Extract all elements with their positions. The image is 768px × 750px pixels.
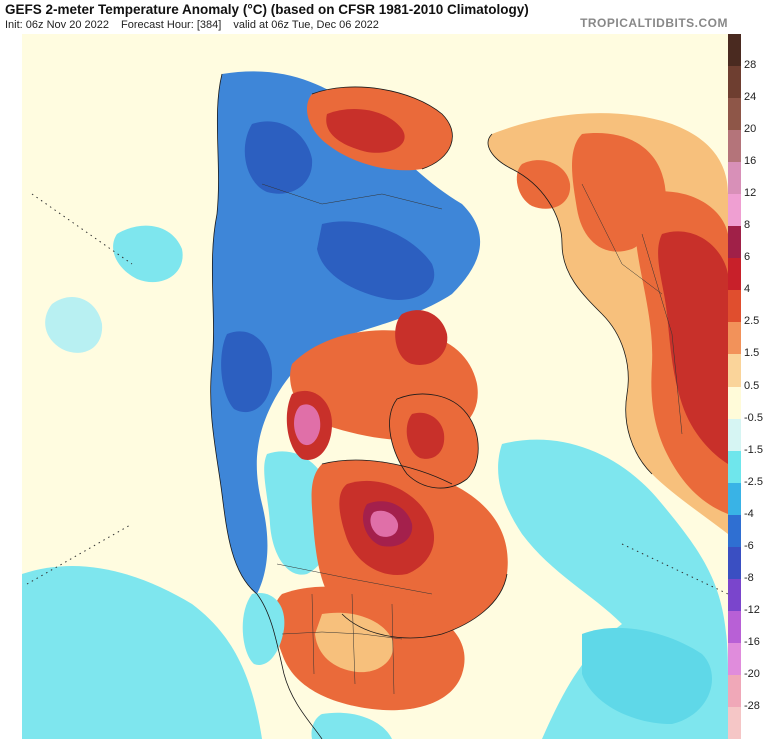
legend-tick-label: -16: [744, 635, 760, 648]
legend-tick-label: 12: [744, 187, 757, 200]
legend-tick-label: -20: [744, 667, 760, 680]
legend-swatch: [728, 258, 741, 291]
central-asia-cold-core: [317, 221, 435, 300]
legend-swatch: [728, 514, 741, 548]
legend-tick-label: 1.5: [744, 347, 760, 360]
valid-time: valid at 06z Tue, Dec 06 2022: [233, 19, 379, 31]
anomaly-map: [22, 34, 728, 739]
projection-guides: [26, 193, 728, 595]
legend-tick-label: -4: [744, 507, 754, 520]
legend-tick-label: 6: [744, 251, 751, 264]
us-west-cool: [242, 593, 285, 665]
legend-tick-label: 4: [744, 283, 751, 296]
siberia-cold-anomaly: [210, 71, 481, 594]
legend-swatch: [728, 226, 741, 259]
legend-tick-label: -28: [744, 699, 760, 712]
legend-tick-label: 16: [744, 155, 757, 168]
map-title: GEFS 2-meter Temperature Anomaly (°C) (b…: [5, 2, 529, 17]
scandinavia-warm: [516, 160, 571, 209]
usa-mild-warm: [315, 612, 394, 673]
legend-tick-label: 28: [744, 59, 757, 72]
legend-swatch: [728, 386, 741, 420]
site-watermark: TROPICALTIDBITS.COM: [580, 16, 728, 30]
map-canvas: [22, 34, 728, 739]
greenland-hot-core: [406, 412, 445, 459]
legend-tick-label: 20: [744, 123, 757, 136]
legend-swatch: [728, 130, 741, 163]
forecast-hour: Forecast Hour: [384]: [121, 19, 222, 31]
legend-swatch: [728, 450, 741, 484]
legend-tick-label: 2.5: [744, 315, 760, 328]
legend-tick-label: -2.5: [744, 475, 763, 488]
legend-swatch: [728, 354, 741, 387]
east-asia-cold-core: [221, 331, 272, 413]
legend-swatch: [728, 642, 741, 676]
map-subtitle: Init: 06z Nov 20 2022 Forecast Hour: [38…: [5, 19, 388, 31]
legend-swatch: [728, 162, 741, 195]
legend-swatch: [728, 546, 741, 580]
legend-tick-label: -12: [744, 603, 760, 616]
legend-swatch: [728, 482, 741, 516]
init-time: Init: 06z Nov 20 2022: [5, 19, 109, 31]
legend-swatch: [728, 34, 741, 67]
legend-swatch: [728, 578, 741, 612]
legend-tick-label: 24: [744, 91, 757, 104]
legend-tick-label: 0.5: [744, 379, 760, 392]
political-borders: [261, 183, 683, 695]
gulf-alaska-cool-anomaly: [113, 225, 183, 283]
atlantic-cool-core: [582, 627, 712, 724]
arctic-hot-core: [395, 310, 448, 365]
gulf-cool: [311, 712, 392, 739]
pacific-cool-anomaly: [22, 565, 262, 739]
legend-swatch: [728, 194, 741, 227]
legend-swatch: [728, 322, 741, 355]
north-pacific-cool-patch: [45, 296, 103, 353]
legend-tick-label: 8: [744, 219, 751, 232]
alaska-extreme-core: [294, 404, 321, 446]
header: GEFS 2-meter Temperature Anomaly (°C) (b…: [0, 0, 768, 34]
hudson-bay-peak: [370, 510, 399, 537]
legend-color-bar: [728, 34, 741, 740]
color-legend: 28 24 20 16 12 8 6 4 2.5 1.5 0.5 -0.5 -1.5 -2.5 -4 -6 -8…: [728, 34, 768, 740]
coastlines: [210, 73, 653, 739]
legend-swatch: [728, 610, 741, 644]
legend-tick-label: -0.5: [744, 411, 763, 424]
legend-swatch: [728, 418, 741, 452]
legend-swatch: [728, 66, 741, 99]
northern-siberia-hot-core: [326, 109, 405, 153]
europe-hot-core: [658, 231, 728, 464]
legend-swatch: [728, 674, 741, 708]
legend-swatch: [728, 98, 741, 131]
legend-swatch: [728, 290, 741, 323]
legend-swatch: [728, 706, 741, 740]
legend-tick-label: -8: [744, 571, 754, 584]
legend-tick-label: -1.5: [744, 443, 763, 456]
siberia-cold-core: [244, 121, 313, 194]
legend-tick-label: -6: [744, 539, 754, 552]
